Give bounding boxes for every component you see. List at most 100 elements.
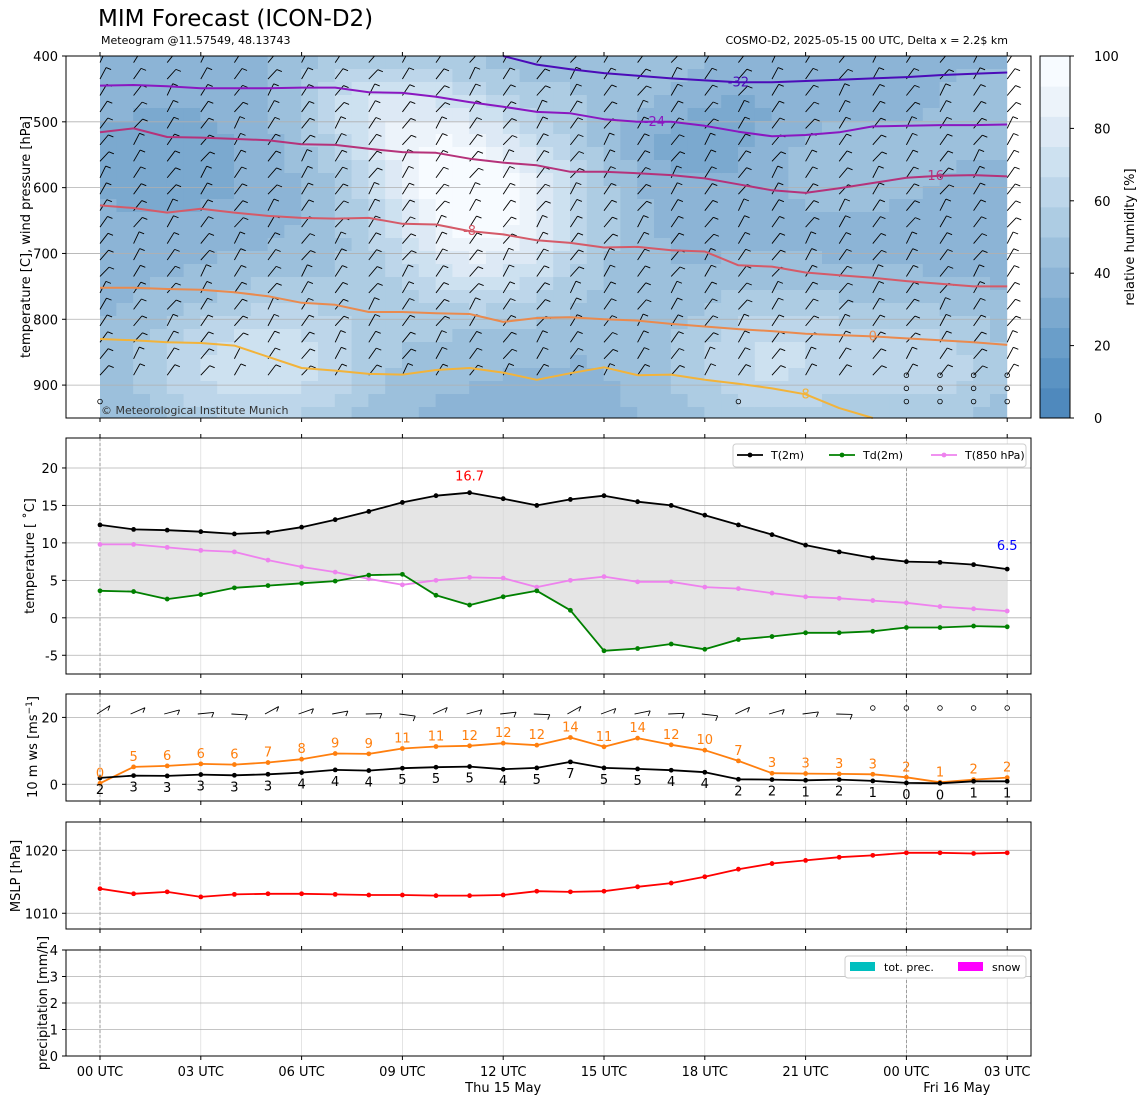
- wind-barb: [771, 165, 779, 178]
- wind-barb: [973, 199, 982, 211]
- humidity-cell: [200, 173, 218, 187]
- wind-barb: [402, 67, 410, 80]
- humidity-cell: [116, 303, 134, 317]
- wind-barb: [905, 231, 913, 244]
- data-point: [836, 777, 842, 782]
- wind-barb: [973, 182, 981, 195]
- wind-barb: [679, 266, 686, 270]
- wind-barb: [879, 314, 886, 318]
- data-point: [635, 735, 640, 741]
- wind-barb: [469, 283, 479, 294]
- wind-barb: [242, 101, 249, 105]
- wind-barb: [401, 363, 409, 376]
- wind-barb: [670, 297, 678, 310]
- humidity-cell: [402, 56, 420, 70]
- humidity-cell: [250, 147, 269, 161]
- humidity-cell: [452, 121, 470, 135]
- humidity-cell: [385, 394, 403, 408]
- wind-barb: [1013, 248, 1019, 252]
- humidity-cell: [570, 251, 588, 265]
- wind-barb: [872, 298, 880, 310]
- humidity-cell: [973, 82, 991, 96]
- humidity-cell: [536, 121, 554, 135]
- wind-barb: [200, 250, 210, 261]
- humidity-cell: [99, 238, 117, 252]
- humidity-cell: [771, 134, 789, 148]
- wind-barb: [880, 216, 886, 220]
- wind-barb: [542, 99, 548, 103]
- data-point: [467, 574, 472, 580]
- wind-barb: [982, 134, 988, 138]
- humidity-cell: [368, 69, 386, 83]
- humidity-cell: [250, 238, 269, 252]
- humidity-cell: [990, 329, 1008, 343]
- wind-barb: [880, 331, 886, 335]
- data-point: [400, 571, 405, 577]
- data-point: [433, 592, 439, 598]
- y-tick-label: 0: [50, 1050, 58, 1065]
- data-point: [97, 522, 103, 528]
- data-point: [601, 765, 607, 771]
- humidity-cell: [738, 173, 756, 187]
- wind-value-label: 0: [936, 788, 944, 803]
- wind-value-label: 3: [230, 780, 238, 795]
- wind-barb: [609, 247, 615, 251]
- wind-barb: [637, 248, 646, 261]
- wind-value-label: 5: [432, 772, 440, 787]
- humidity-cell: [738, 108, 756, 122]
- data-point: [904, 850, 909, 856]
- humidity-cell: [267, 147, 285, 161]
- humidity-cell: [553, 82, 571, 96]
- wind-barb: [1013, 346, 1019, 350]
- wind-barb: [478, 283, 484, 287]
- wind-barb: [133, 346, 140, 359]
- humidity-cell: [133, 173, 151, 187]
- legend-label: tot. prec.: [884, 961, 934, 974]
- wind-barb: [368, 266, 378, 277]
- humidity-cell: [922, 381, 941, 395]
- humidity-cell: [586, 121, 605, 135]
- wind-barb: [912, 132, 918, 136]
- humidity-cell: [452, 160, 470, 174]
- wind-barb: [1006, 133, 1014, 146]
- humidity-cell: [553, 290, 571, 304]
- humidity-cell: [267, 407, 285, 418]
- humidity-cell: [418, 56, 437, 70]
- wind-barb: [880, 100, 886, 104]
- wind-barb: [207, 314, 214, 318]
- wind-barb: [206, 67, 213, 71]
- wind-barb: [670, 281, 678, 294]
- wind-barb: [267, 198, 275, 211]
- wind-barb: [174, 347, 180, 351]
- humidity-cell: [654, 355, 672, 369]
- humidity-cell: [234, 407, 252, 418]
- wind-barb: [1012, 116, 1019, 120]
- wind-barb: [301, 331, 310, 343]
- calm-wind-circle: [1004, 372, 1010, 378]
- humidity-cell: [704, 212, 722, 226]
- humidity-cell: [906, 342, 924, 356]
- wind-barb: [402, 315, 411, 327]
- wind-barb: [603, 183, 612, 195]
- wind-barb: [342, 282, 349, 285]
- humidity-cell: [922, 303, 941, 317]
- humidity-cell: [116, 82, 134, 96]
- humidity-cell: [822, 147, 840, 161]
- humidity-cell: [637, 251, 655, 265]
- humidity-cell: [166, 56, 185, 70]
- wind-value-label: 1: [801, 785, 809, 800]
- wind-barb: [677, 199, 684, 202]
- wind-barb: [105, 165, 111, 169]
- humidity-cell: [704, 56, 722, 70]
- humidity-cell: [452, 342, 470, 356]
- wind-barb: [536, 265, 545, 277]
- humidity-cell: [620, 251, 638, 265]
- gust-value-label: 12: [663, 728, 680, 743]
- wind-barb: [879, 182, 885, 186]
- data-point: [265, 557, 271, 563]
- humidity-cell: [654, 381, 672, 395]
- humidity-cell: [687, 56, 705, 70]
- wind-barb: [206, 264, 212, 268]
- humidity-cell: [301, 277, 319, 291]
- data-point: [500, 496, 506, 502]
